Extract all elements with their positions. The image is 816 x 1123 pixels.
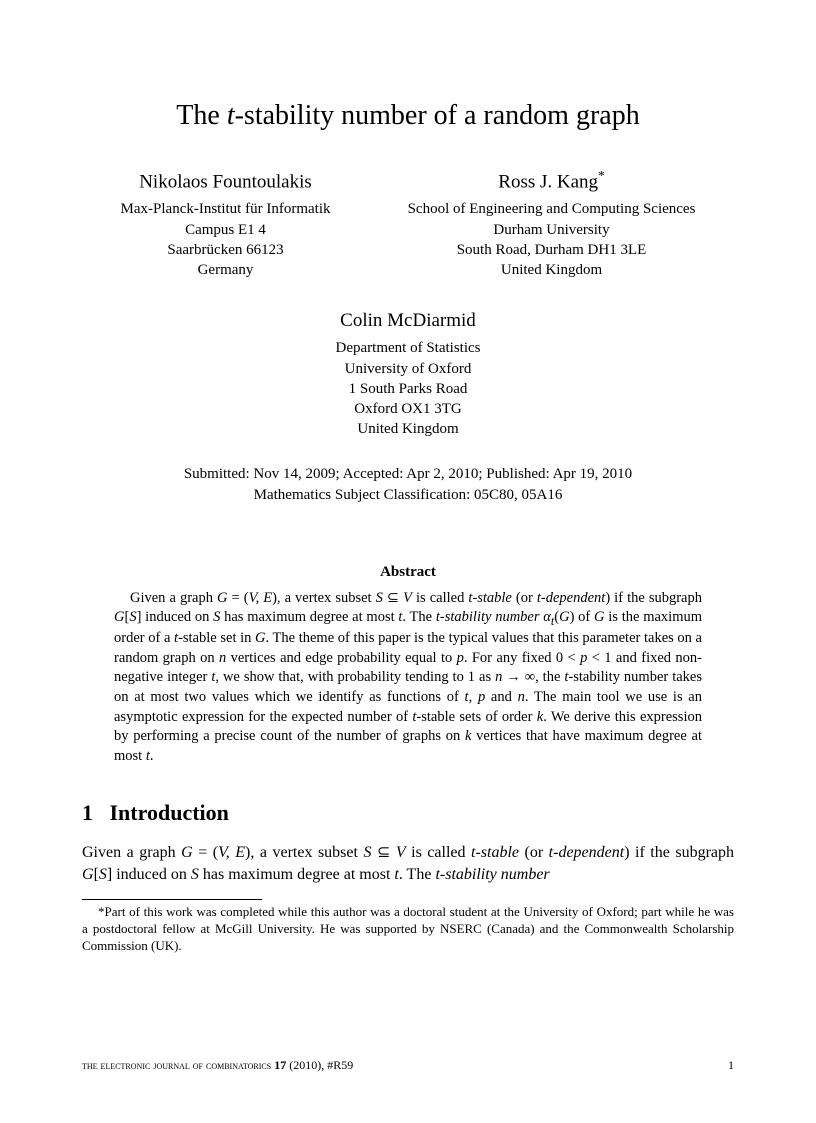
paper-title: The t-stability number of a random graph [82, 100, 734, 132]
affil-line: Campus E1 4 [121, 220, 331, 240]
author-name-2: Ross J. Kang* [408, 168, 696, 193]
affil-line: Max-Planck-Institut für Informatik [121, 199, 331, 219]
intro-paragraph: Given a graph G = (V, E), a vertex subse… [82, 842, 734, 885]
affil-line: United Kingdom [408, 260, 696, 280]
footer-page-number: 1 [728, 1058, 734, 1073]
author-2-star: * [598, 168, 605, 183]
abstract-heading: Abstract [82, 564, 734, 581]
footer-journal-name: the electronic journal of combinatorics [82, 1058, 274, 1072]
msc-classification: Mathematics Subject Classification: 05C8… [82, 485, 734, 506]
affil-line: Department of Statistics [82, 338, 734, 358]
section-number: 1 [82, 800, 93, 825]
submission-info: Submitted: Nov 14, 2009; Accepted: Apr 2… [82, 464, 734, 506]
affil-line: South Road, Durham DH1 3LE [408, 240, 696, 260]
author-block-3: Colin McDiarmid Department of Statistics… [82, 310, 734, 439]
author-2-name-text: Ross J. Kang [498, 171, 598, 192]
affil-line: Saarbrücken 66123 [121, 240, 331, 260]
title-pre: The [176, 100, 227, 131]
title-var: t [227, 100, 235, 131]
authors-row: Nikolaos Fountoulakis Max-Planck-Institu… [82, 168, 734, 280]
affil-line: 1 South Parks Road [82, 379, 734, 399]
page-footer: the electronic journal of combinatorics … [82, 1058, 734, 1073]
author-block-2: Ross J. Kang* School of Engineering and … [408, 168, 696, 280]
affil-line: United Kingdom [82, 419, 734, 439]
section-heading: 1 Introduction [82, 800, 734, 826]
author-block-1: Nikolaos Fountoulakis Max-Planck-Institu… [121, 168, 331, 280]
title-post: -stability number of a random graph [235, 100, 640, 131]
author-2-affiliation: School of Engineering and Computing Scie… [408, 199, 696, 280]
footnote-rule [82, 899, 262, 900]
footer-year: (2010), #R59 [286, 1058, 353, 1072]
affil-line: School of Engineering and Computing Scie… [408, 199, 696, 219]
footnote-text: *Part of this work was completed while t… [82, 904, 734, 955]
abstract-text: Given a graph G = (V, E), a vertex subse… [114, 589, 702, 767]
affil-line: University of Oxford [82, 359, 734, 379]
author-3-name-text: Colin McDiarmid [340, 310, 476, 331]
author-name-3: Colin McDiarmid [82, 310, 734, 332]
footer-volume: 17 [274, 1058, 286, 1072]
author-1-affiliation: Max-Planck-Institut für Informatik Campu… [121, 199, 331, 280]
footer-journal: the electronic journal of combinatorics … [82, 1058, 353, 1073]
affil-line: Durham University [408, 220, 696, 240]
section-title: Introduction [110, 800, 229, 825]
submission-dates: Submitted: Nov 14, 2009; Accepted: Apr 2… [82, 464, 734, 485]
author-1-name-text: Nikolaos Fountoulakis [139, 171, 312, 192]
affil-line: Germany [121, 260, 331, 280]
author-name-1: Nikolaos Fountoulakis [121, 168, 331, 193]
affil-line: Oxford OX1 3TG [82, 399, 734, 419]
author-3-affiliation: Department of Statistics University of O… [82, 338, 734, 439]
